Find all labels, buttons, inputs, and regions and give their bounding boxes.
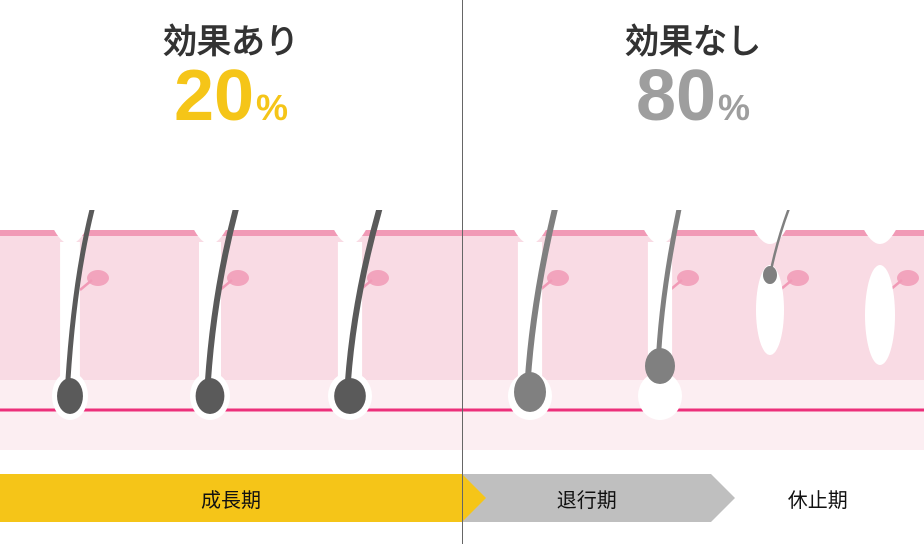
- phase-arrow-0: [462, 474, 486, 522]
- vertical-divider: [462, 0, 463, 544]
- phase-label-1: 退行期: [557, 484, 617, 513]
- phase-segment-1: 退行期: [462, 474, 711, 522]
- percent-effective-number: 20: [174, 56, 254, 136]
- percent-ineffective-number: 80: [636, 56, 716, 136]
- phase-segment-2: 休止期: [711, 474, 924, 522]
- phase-label-0: 成長期: [201, 484, 261, 513]
- percent-left: 20%: [0, 60, 462, 132]
- percent-effective-symbol: %: [256, 87, 288, 128]
- phase-label-2: 休止期: [788, 484, 848, 513]
- phase-arrow-1: [711, 474, 735, 522]
- percent-ineffective-symbol: %: [718, 87, 750, 128]
- infographic-container: 効果あり 効果なし 20% 80% 成長期退行期休止期: [0, 0, 924, 544]
- percent-right: 80%: [462, 60, 924, 132]
- phase-segment-0: 成長期: [0, 474, 462, 522]
